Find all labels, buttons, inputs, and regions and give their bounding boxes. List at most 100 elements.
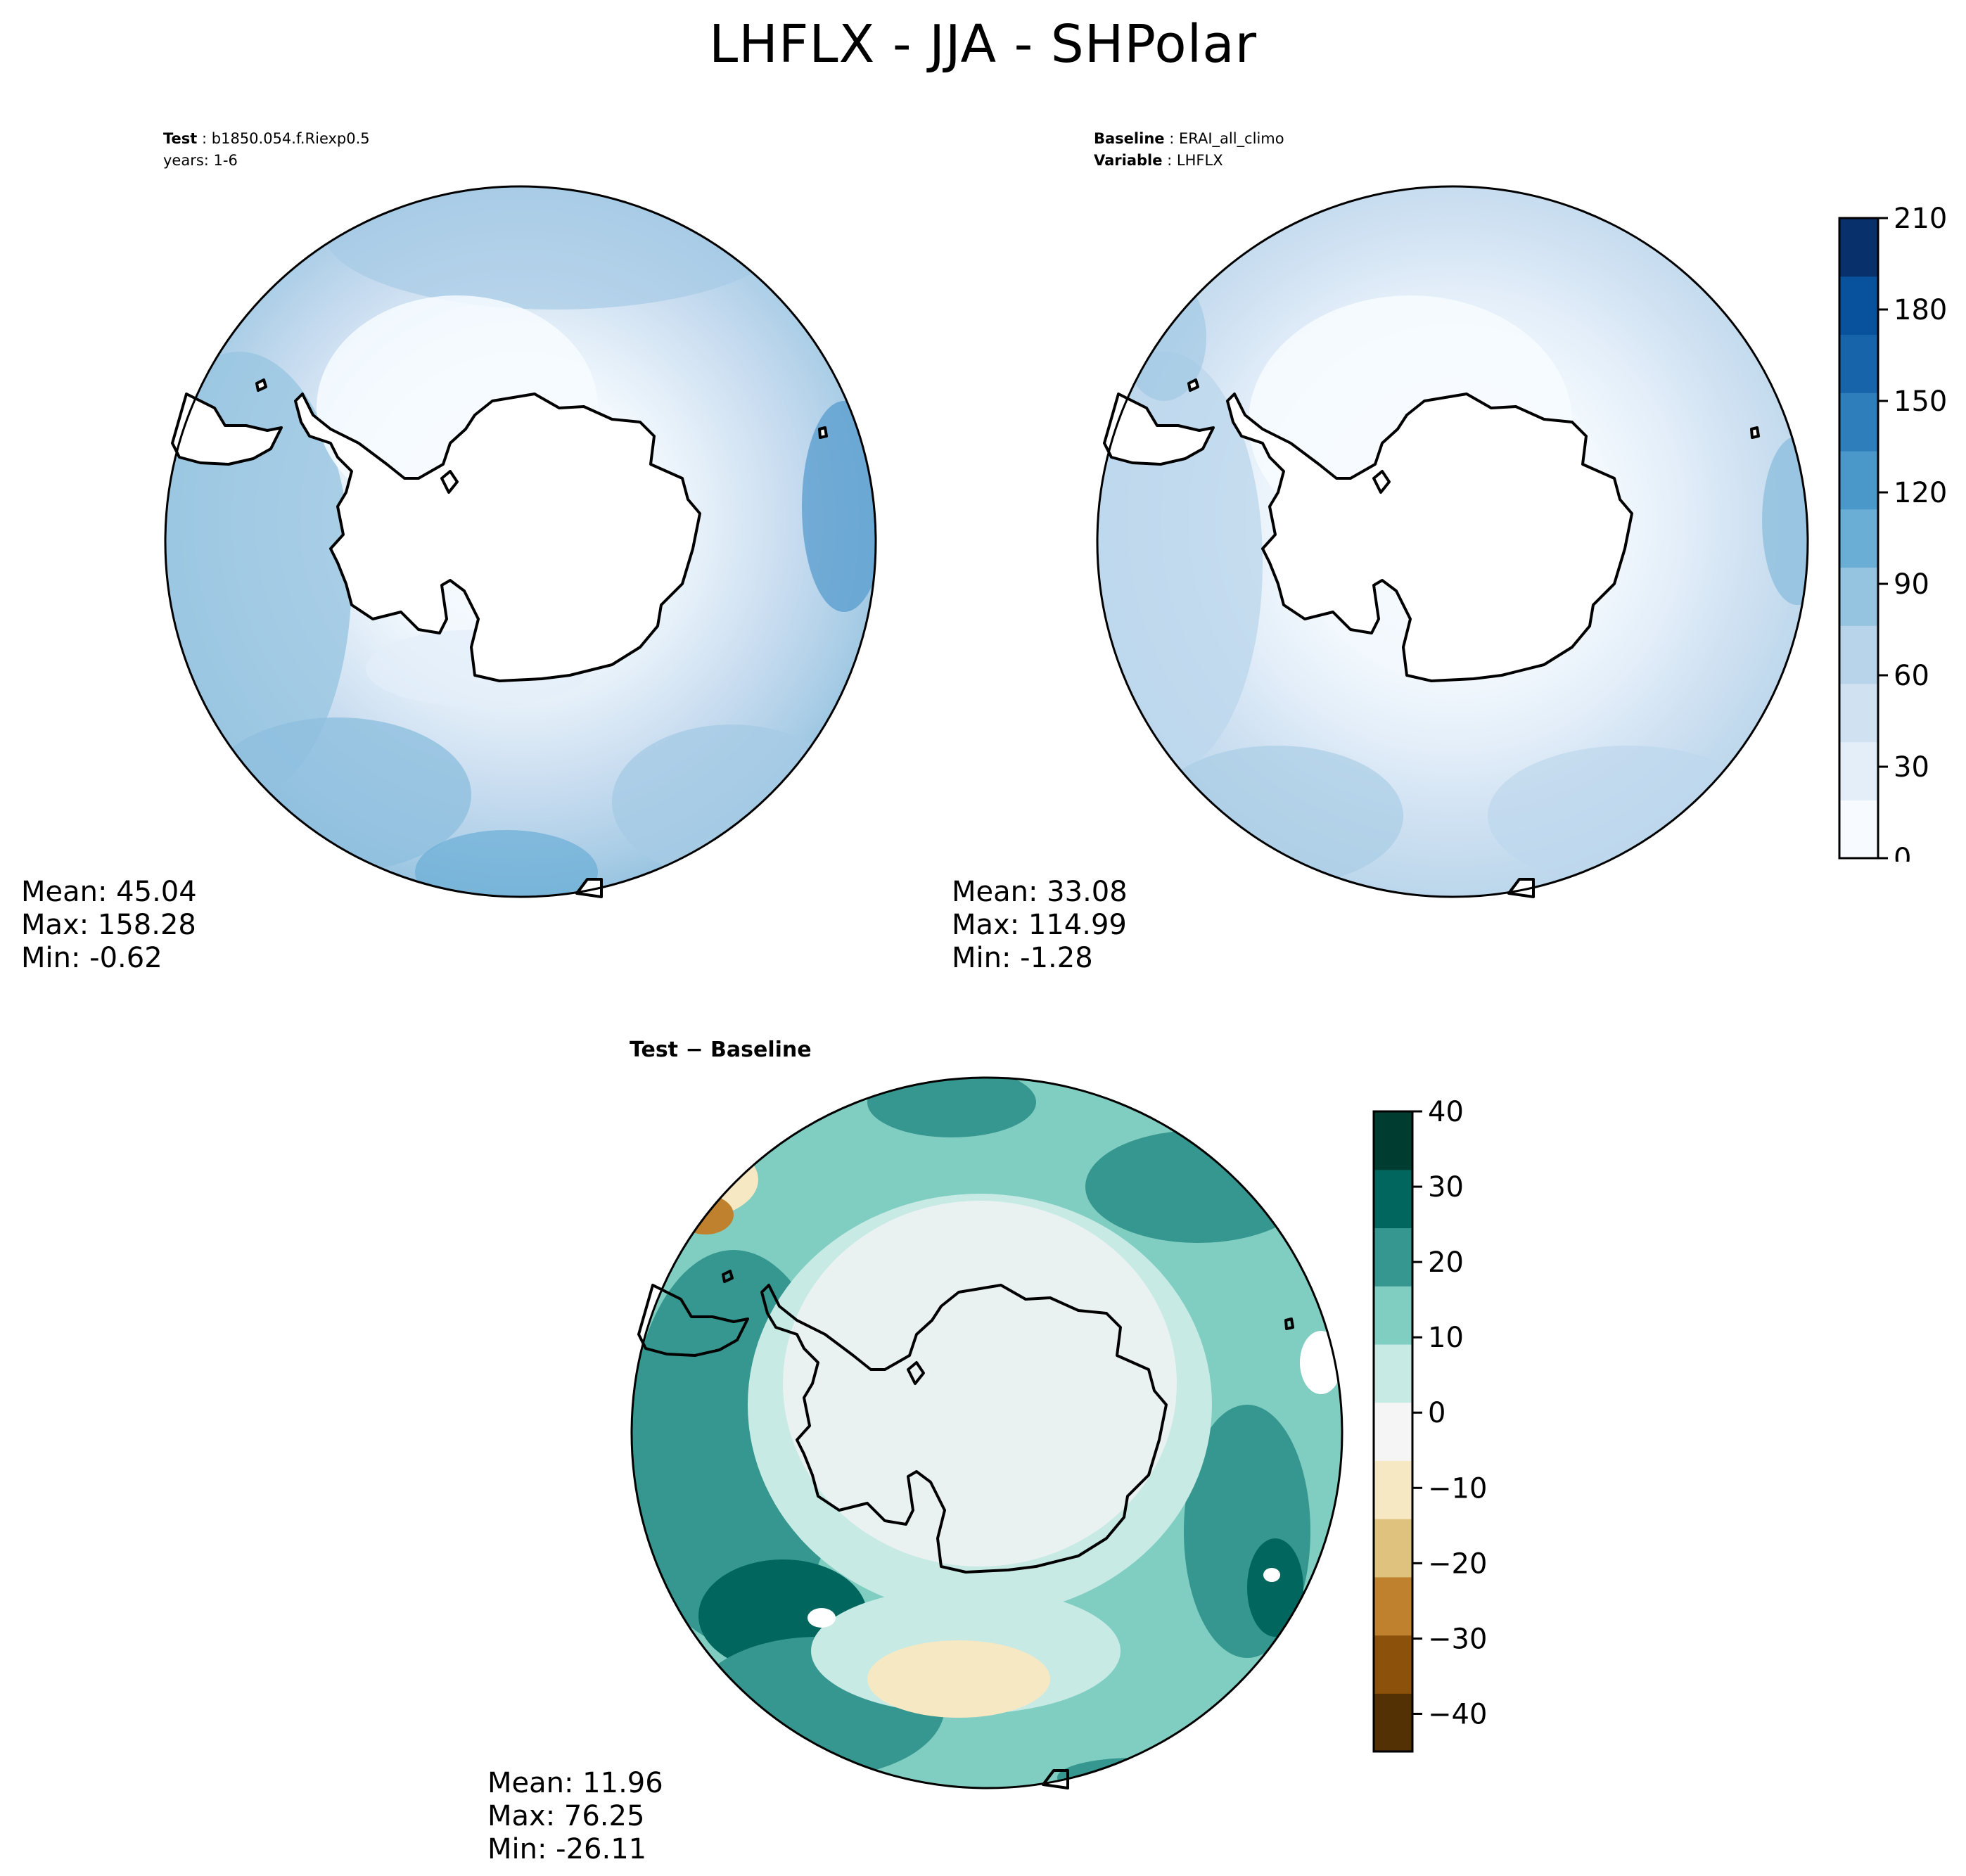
diff-patch — [632, 1141, 758, 1218]
colorbar-swatch — [1374, 1576, 1412, 1636]
colorbar-swatch — [1839, 276, 1878, 336]
antarctica-coastline — [294, 393, 701, 682]
baseline-label: Baseline — [1094, 130, 1165, 147]
peninsula-island — [1372, 470, 1391, 494]
colorbar-frame — [1838, 217, 1879, 860]
south-america-coastline — [1103, 393, 1215, 466]
australia-coast — [575, 878, 603, 898]
colorbar-tick-label: 40 — [1428, 1096, 1464, 1128]
diff-patch — [1247, 1538, 1303, 1637]
field-colorbar: 0 30 60 90 120 150 180 210 — [1838, 203, 1947, 862]
map-boundary — [164, 185, 877, 898]
diff-patch — [808, 1608, 836, 1628]
colorbar-swatch — [1839, 800, 1878, 859]
test-mean: Mean: 45.04 — [21, 876, 197, 908]
colorbar-tick-label: 0 — [1428, 1397, 1445, 1429]
colorbar-swatch — [1839, 567, 1878, 626]
variable-label: Variable — [1094, 152, 1163, 169]
colorbar-swatch — [1839, 334, 1878, 393]
diff-patch — [1057, 1758, 1212, 1788]
difference-map — [630, 1076, 1343, 1789]
test-max: Max: 158.28 — [21, 909, 196, 941]
peninsula-island — [907, 1361, 925, 1385]
falkland-island — [255, 378, 267, 392]
baseline-min: Min: -1.28 — [952, 942, 1093, 974]
falkland-island — [722, 1270, 734, 1283]
test-label: Test — [163, 130, 198, 147]
figure-title: LHFLX - JJA - SHPolar — [708, 14, 1258, 75]
south-america-coastline — [637, 1284, 749, 1357]
colorbar-swatch — [1839, 393, 1878, 452]
diff-colorbar: 40 30 20 10 0 −10 −20 −30 −40 — [1372, 1096, 1487, 1753]
field-patch — [324, 186, 788, 310]
colorbar-swatch — [1839, 218, 1878, 277]
colorbar-swatch — [1839, 683, 1878, 743]
antarctica-coastline — [760, 1284, 1168, 1574]
colorbar-tick-label: 60 — [1894, 660, 1929, 692]
colorbar-tick-label: 0 — [1894, 843, 1911, 862]
diff-patch — [1263, 1568, 1280, 1582]
diff-max: Max: 76.25 — [487, 1800, 645, 1832]
test-min: Min: -0.62 — [21, 942, 162, 974]
test-case-name: b1850.054.f.Riexp0.5 — [211, 130, 370, 147]
diff-patch — [867, 1640, 1050, 1718]
test-metadata: Test : b1850.054.f.Riexp0.5 years: 1-6 — [163, 128, 370, 172]
new-zealand-coastline — [1284, 1317, 1294, 1330]
baseline-map — [1096, 185, 1809, 898]
baseline-mean: Mean: 33.08 — [952, 876, 1128, 908]
colorbar-swatch — [1839, 625, 1878, 684]
diff-title: Test − Baseline — [630, 1038, 812, 1062]
colorbar-tick-label: 120 — [1894, 477, 1947, 509]
colorbar-tick-label: −20 — [1428, 1548, 1487, 1580]
test-map — [164, 185, 877, 898]
colorbar-tick-label: 180 — [1894, 294, 1947, 326]
colorbar-swatch — [1839, 509, 1878, 568]
falkland-island — [1187, 378, 1199, 392]
colorbar-swatch — [1374, 1286, 1412, 1345]
south-america-coastline — [171, 393, 283, 466]
colorbar-tick-label: 210 — [1894, 203, 1947, 235]
colorbar-tick-label: 150 — [1894, 385, 1947, 418]
map-boundary — [1096, 185, 1809, 898]
colorbar-swatch — [1374, 1227, 1412, 1287]
field-patch — [1150, 746, 1403, 886]
variable-name: LHFLX — [1176, 152, 1223, 169]
new-zealand-coastline — [818, 426, 828, 439]
baseline-stats: Mean: 33.08 Max: 114.99 Min: -1.28 — [952, 876, 1128, 975]
peninsula-island — [440, 470, 459, 494]
field-patch — [415, 830, 598, 897]
colorbar-tick-label: 20 — [1428, 1246, 1464, 1279]
field-patch — [612, 725, 851, 879]
field-patch — [746, 823, 830, 879]
colorbar-swatch — [1374, 1169, 1412, 1229]
map-boundary — [630, 1076, 1343, 1789]
colorbar-tick-label: −10 — [1428, 1472, 1487, 1505]
colorbar-swatch — [1374, 1460, 1412, 1519]
colorbar-tick-label: −40 — [1428, 1698, 1487, 1730]
new-zealand-coastline — [1750, 426, 1760, 439]
colorbar-tick-label: 30 — [1428, 1171, 1464, 1204]
australia-coast — [1507, 878, 1535, 898]
field-patch — [1762, 436, 1808, 605]
colorbar-tick-label: −30 — [1428, 1623, 1487, 1655]
baseline-max: Max: 114.99 — [952, 909, 1127, 941]
diff-mean: Mean: 11.96 — [487, 1767, 663, 1799]
test-years: years: 1-6 — [163, 152, 238, 169]
colorbar-swatch — [1839, 450, 1878, 510]
colorbar-swatch — [1374, 1402, 1412, 1461]
antarctica-coastline — [1226, 393, 1633, 682]
test-stats: Mean: 45.04 Max: 158.28 Min: -0.62 — [21, 876, 197, 975]
diff-min: Min: -26.11 — [487, 1833, 647, 1865]
colorbar-frame — [1372, 1110, 1414, 1753]
colorbar-swatch — [1374, 1344, 1412, 1403]
diff-patch — [783, 1201, 1177, 1566]
colorbar-swatch — [1374, 1635, 1412, 1694]
colorbar-swatch — [1839, 741, 1878, 800]
colorbar-tick-label: 10 — [1428, 1322, 1464, 1354]
colorbar-swatch — [1374, 1693, 1412, 1752]
colorbar-swatch — [1374, 1111, 1412, 1170]
diff-stats: Mean: 11.96 Max: 76.25 Min: -26.11 — [487, 1767, 663, 1866]
colorbar-tick-label: 90 — [1894, 568, 1929, 601]
baseline-case-name: ERAI_all_climo — [1178, 130, 1284, 147]
colorbar-tick-label: 30 — [1894, 751, 1929, 784]
